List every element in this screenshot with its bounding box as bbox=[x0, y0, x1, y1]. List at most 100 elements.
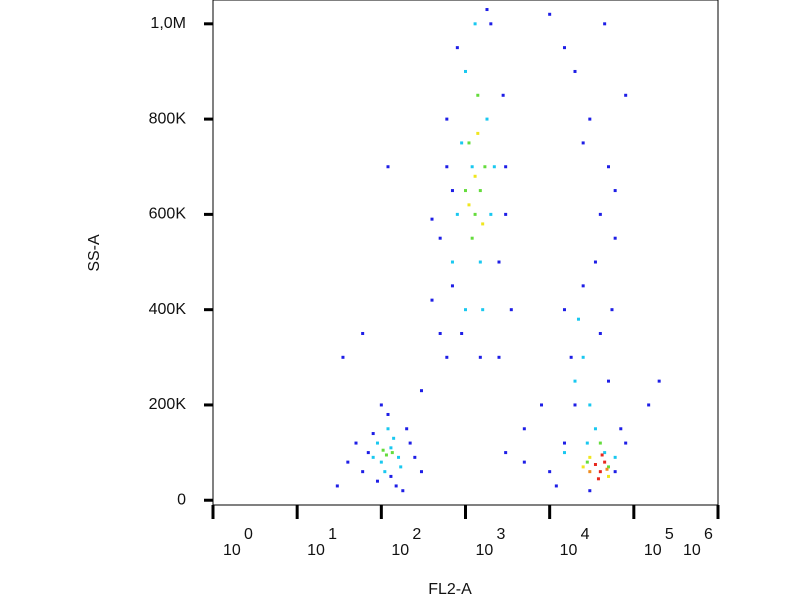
point bbox=[478, 189, 482, 193]
point bbox=[464, 69, 467, 73]
point bbox=[460, 141, 464, 145]
point bbox=[481, 308, 485, 312]
y-tick-label: 400K bbox=[149, 301, 187, 318]
point bbox=[540, 403, 544, 407]
point bbox=[467, 141, 471, 145]
point bbox=[450, 284, 454, 288]
point bbox=[548, 470, 552, 474]
point bbox=[386, 412, 390, 416]
point bbox=[504, 451, 508, 455]
point bbox=[335, 484, 339, 488]
point bbox=[445, 117, 449, 121]
point bbox=[464, 189, 467, 193]
point bbox=[522, 427, 526, 431]
point bbox=[598, 441, 602, 445]
point bbox=[470, 236, 474, 240]
point bbox=[481, 222, 485, 226]
point bbox=[624, 93, 628, 97]
point bbox=[341, 355, 345, 359]
point bbox=[476, 93, 480, 97]
point bbox=[588, 470, 592, 474]
point bbox=[613, 470, 617, 474]
point bbox=[450, 189, 454, 193]
x-tick-label: 10 bbox=[476, 542, 494, 559]
x-tick-label: 10 bbox=[307, 542, 325, 559]
y-tick-label: 1,0M bbox=[150, 15, 186, 32]
point bbox=[619, 427, 623, 431]
point bbox=[562, 308, 566, 312]
point bbox=[600, 453, 604, 457]
plot-frame bbox=[212, 0, 719, 506]
point bbox=[509, 308, 513, 312]
x-tick-exponent: 6 bbox=[704, 526, 713, 543]
point bbox=[430, 298, 434, 302]
point bbox=[504, 165, 508, 169]
point bbox=[464, 308, 467, 312]
point bbox=[485, 117, 489, 121]
y-tick-label: 0 bbox=[177, 491, 186, 508]
point bbox=[473, 22, 477, 26]
point bbox=[392, 436, 396, 440]
point bbox=[489, 22, 493, 26]
point bbox=[610, 308, 614, 312]
point bbox=[470, 165, 474, 169]
point bbox=[593, 427, 597, 431]
point bbox=[593, 463, 597, 467]
point bbox=[598, 331, 602, 335]
point bbox=[394, 484, 398, 488]
point bbox=[445, 355, 449, 359]
point bbox=[379, 460, 383, 464]
point bbox=[504, 212, 508, 216]
point bbox=[573, 379, 577, 383]
point bbox=[489, 212, 493, 216]
point bbox=[497, 260, 501, 264]
x-tick-label: 10 bbox=[683, 542, 701, 559]
point bbox=[606, 465, 610, 469]
point bbox=[581, 355, 585, 359]
point bbox=[603, 451, 607, 455]
point bbox=[384, 453, 388, 457]
point bbox=[606, 379, 610, 383]
point bbox=[581, 465, 585, 469]
point bbox=[405, 427, 409, 431]
point bbox=[492, 165, 496, 169]
point bbox=[438, 331, 442, 335]
point bbox=[483, 165, 487, 169]
point bbox=[603, 460, 607, 464]
point bbox=[593, 260, 597, 264]
y-axis-title: SS-A bbox=[86, 234, 103, 272]
point bbox=[576, 317, 580, 321]
point bbox=[450, 260, 454, 264]
point bbox=[588, 403, 592, 407]
point bbox=[569, 355, 573, 359]
point bbox=[573, 403, 577, 407]
point bbox=[613, 455, 617, 459]
point bbox=[596, 477, 600, 481]
point bbox=[346, 460, 350, 464]
y-tick-label: 200K bbox=[149, 396, 187, 413]
point bbox=[455, 212, 459, 216]
point bbox=[361, 470, 365, 474]
point bbox=[588, 455, 592, 459]
point bbox=[522, 460, 526, 464]
point bbox=[598, 212, 602, 216]
point bbox=[647, 403, 651, 407]
point bbox=[581, 284, 585, 288]
x-tick-exponent: 3 bbox=[497, 526, 506, 543]
point bbox=[460, 331, 464, 335]
point bbox=[585, 460, 589, 464]
point bbox=[419, 470, 423, 474]
x-tick-exponent: 2 bbox=[412, 526, 421, 543]
x-tick-exponent: 4 bbox=[581, 526, 590, 543]
point bbox=[375, 479, 379, 483]
point bbox=[562, 441, 566, 445]
point bbox=[366, 451, 370, 455]
point bbox=[408, 441, 412, 445]
point bbox=[371, 455, 375, 459]
point bbox=[476, 131, 480, 135]
point bbox=[613, 236, 617, 240]
point bbox=[386, 427, 390, 431]
point bbox=[605, 467, 609, 471]
point bbox=[606, 165, 610, 169]
